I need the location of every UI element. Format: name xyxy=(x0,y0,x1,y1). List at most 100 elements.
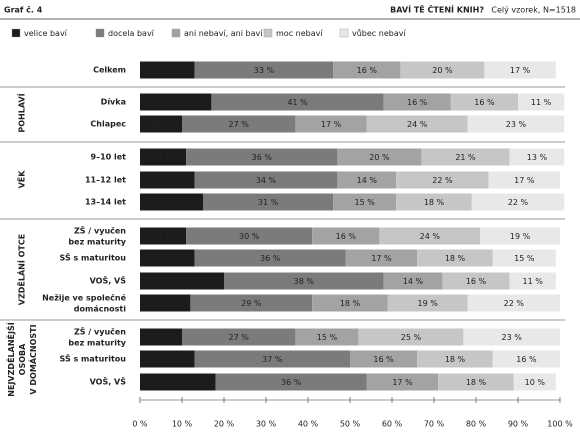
bar-segment xyxy=(467,294,560,312)
value-label: 16 % xyxy=(357,66,378,75)
value-label: 11 % xyxy=(153,153,174,162)
chart-subtitle: Celý vzorek, N=1518 xyxy=(491,6,576,15)
value-label: 18 % xyxy=(340,299,361,308)
chart-label: Graf č. 4 xyxy=(4,5,43,15)
bar-segment xyxy=(140,171,195,189)
value-label: 24 % xyxy=(420,232,441,241)
value-label: 19 % xyxy=(510,232,531,241)
value-label: 36 % xyxy=(252,153,273,162)
bar-segment xyxy=(337,148,422,166)
value-label: 24 % xyxy=(407,120,428,129)
bar-segment xyxy=(513,373,556,391)
category-label: VOŠ, VŠ xyxy=(90,376,127,387)
value-label: 13 % xyxy=(157,66,178,75)
bar-segment xyxy=(140,272,224,290)
value-label: 13 % xyxy=(157,254,178,263)
value-label: 20 % xyxy=(432,66,453,75)
bar-segment xyxy=(350,350,418,368)
bar-segment xyxy=(383,272,443,290)
bar-segment xyxy=(211,93,384,111)
value-label: 16 % xyxy=(516,355,537,364)
bar-segment xyxy=(186,148,338,166)
bar-segment xyxy=(471,193,565,211)
legend-swatch xyxy=(95,28,105,38)
value-label: 11 % xyxy=(523,277,544,286)
x-tick-label: 50 % xyxy=(340,420,361,429)
value-label: 36 % xyxy=(281,378,302,387)
value-label: 16 % xyxy=(407,98,428,107)
value-label: 14 % xyxy=(357,176,378,185)
bar-segment xyxy=(140,193,203,211)
legend-label: ani nebaví, ani baví xyxy=(184,29,263,38)
category-label: SŠ s maturitou xyxy=(60,252,127,263)
bar-segment xyxy=(182,115,296,133)
bar-segment xyxy=(480,227,560,245)
bar-segment xyxy=(345,249,418,267)
bar-segment xyxy=(337,171,397,189)
bar-segment xyxy=(203,193,334,211)
category-label: Nežije ve společné domácnosti xyxy=(42,292,126,313)
bar-segment xyxy=(450,93,518,111)
category-label: Celkem xyxy=(93,66,126,75)
legend-label: docela baví xyxy=(108,29,155,38)
value-label: 22 % xyxy=(504,299,525,308)
value-label: 17 % xyxy=(510,66,531,75)
x-tick-label: 0 % xyxy=(132,420,148,429)
bar-segment xyxy=(492,350,560,368)
category-label: VOŠ, VŠ xyxy=(90,275,127,286)
bar-segment xyxy=(379,227,481,245)
value-label: 12 % xyxy=(155,299,176,308)
bar-segment xyxy=(295,115,367,133)
value-label: 20 % xyxy=(369,153,390,162)
value-label: 17 % xyxy=(392,378,413,387)
bar-segment xyxy=(358,328,464,346)
category-label: 11–12 let xyxy=(85,176,126,185)
value-label: 15 % xyxy=(355,198,376,207)
bar-segment xyxy=(140,93,212,111)
bar-segment xyxy=(194,249,346,267)
category-label: 9–10 let xyxy=(91,153,127,162)
value-label: 23 % xyxy=(502,333,523,342)
bar-segment xyxy=(492,249,556,267)
value-label: 19 % xyxy=(418,299,439,308)
bar-segment xyxy=(396,193,472,211)
chart-title: BAVÍ TĚ ČTENÍ KNIH? xyxy=(390,4,484,15)
bar-segment xyxy=(295,328,359,346)
bar-segment xyxy=(194,350,350,368)
legend-label: moc nebaví xyxy=(276,29,323,38)
value-label: 13 % xyxy=(527,153,548,162)
value-label: 17 % xyxy=(166,98,187,107)
value-label: 37 % xyxy=(262,355,283,364)
bar-segment xyxy=(140,249,195,267)
value-label: 22 % xyxy=(432,176,453,185)
bar-segment xyxy=(518,93,565,111)
value-label: 15 % xyxy=(514,254,535,263)
value-label: 11 % xyxy=(531,98,552,107)
value-label: 18 % xyxy=(445,355,466,364)
category-label: 13–14 let xyxy=(85,198,126,207)
bar-segment xyxy=(396,171,489,189)
x-tick-label: 20 % xyxy=(214,420,235,429)
value-label: 17 % xyxy=(321,120,342,129)
bar-segment xyxy=(140,115,182,133)
value-label: 14 % xyxy=(403,277,424,286)
bar-segment xyxy=(224,272,384,290)
group-label: POHLAVÍ xyxy=(16,93,27,132)
value-label: 33 % xyxy=(254,66,275,75)
x-tick-label: 90 % xyxy=(508,420,529,429)
bar-segment xyxy=(186,227,313,245)
x-tick-label: 30 % xyxy=(256,420,277,429)
bar-segment xyxy=(509,272,556,290)
value-label: 15 % xyxy=(161,198,182,207)
value-label: 18 % xyxy=(445,254,466,263)
value-label: 23 % xyxy=(506,120,527,129)
bar-segment xyxy=(140,350,195,368)
value-label: 27 % xyxy=(229,333,250,342)
value-label: 29 % xyxy=(241,299,262,308)
value-label: 20 % xyxy=(172,277,193,286)
x-tick-label: 10 % xyxy=(172,420,193,429)
value-label: 27 % xyxy=(229,120,250,129)
bar-segment xyxy=(182,328,296,346)
value-label: 36 % xyxy=(260,254,281,263)
bar-segment xyxy=(484,61,556,79)
